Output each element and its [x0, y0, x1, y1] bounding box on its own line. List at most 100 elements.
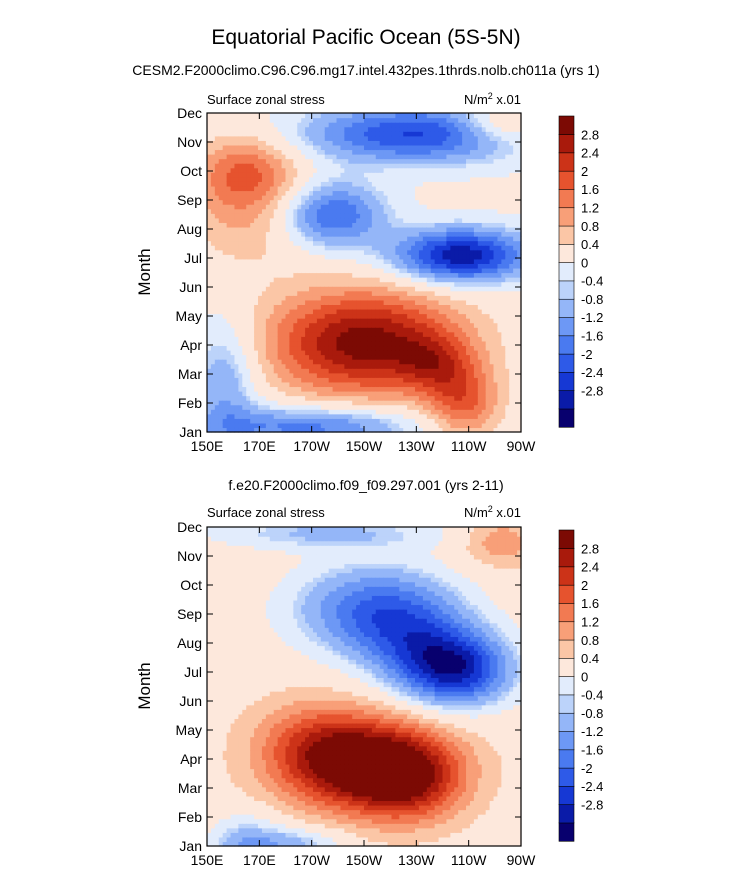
contour-cell [316, 390, 322, 397]
contour-cell [265, 413, 271, 419]
contour-cell [458, 322, 463, 328]
contour-cell [371, 308, 377, 315]
contour-cell [379, 409, 385, 415]
contour-cell [379, 308, 385, 315]
contour-cell [391, 327, 396, 333]
contour-cell [407, 377, 412, 383]
contour-cell [336, 236, 342, 242]
contour-cell [481, 304, 487, 310]
contour-cell [301, 422, 306, 429]
contour-cell [387, 135, 393, 141]
contour-cell [391, 377, 396, 383]
contour-cell [246, 345, 251, 351]
contour-cell [352, 400, 357, 406]
contour-cell [466, 354, 471, 360]
contour-cell [250, 377, 255, 383]
contour-cell [269, 354, 275, 360]
contour-cell [458, 167, 463, 173]
contour-cell [254, 336, 259, 342]
contour-cell [371, 172, 377, 178]
contour-cell [297, 144, 302, 151]
contour-cell [434, 413, 440, 419]
contour-cell [242, 117, 247, 123]
contour-cell [277, 263, 283, 269]
contour-cell [422, 231, 428, 237]
contour-cell [411, 413, 416, 419]
contour-cell [207, 386, 212, 392]
contour-cell [238, 308, 243, 315]
contour-cell [352, 199, 357, 205]
contour-cell [403, 331, 408, 337]
contour-cell [285, 158, 291, 164]
contour-cell [273, 140, 279, 146]
contour-cell [301, 313, 306, 319]
contour-cell [254, 418, 259, 424]
contour-cell [352, 185, 357, 192]
contour-cell [218, 149, 224, 155]
contour-cell [254, 400, 259, 406]
contour-cell [356, 190, 361, 196]
contour-cell [332, 318, 338, 324]
contour-cell [403, 272, 408, 278]
contour-cell [340, 331, 345, 337]
contour-cell [458, 349, 463, 356]
contour-cell [273, 290, 279, 296]
contour-cell [324, 340, 330, 347]
contour-cell [250, 372, 255, 378]
contour-cell [234, 277, 239, 283]
contour-cell [407, 113, 412, 119]
contour-cell [273, 363, 279, 369]
contour-cell [403, 163, 408, 169]
contour-cell [426, 422, 432, 429]
contour-cell [454, 172, 459, 178]
contour-cell [418, 213, 424, 219]
contour-cell [442, 217, 448, 223]
contour-cell [320, 404, 326, 410]
contour-cell [324, 281, 330, 287]
contour-cell [254, 354, 259, 360]
contour-cell [250, 213, 255, 219]
contour-cell [261, 372, 267, 378]
contour-cell [356, 117, 361, 123]
contour-cell [399, 185, 404, 192]
contour-cell [367, 381, 373, 388]
contour-cell [234, 249, 239, 255]
contour-cell [277, 390, 283, 397]
contour-cell [289, 135, 294, 141]
contour-cell [293, 318, 298, 324]
contour-cell [273, 390, 279, 397]
contour-cell [328, 418, 334, 424]
contour-cell [356, 167, 361, 173]
contour-cell [250, 349, 255, 356]
contour-cell [399, 354, 404, 360]
contour-cell [218, 404, 224, 410]
contour-cell [407, 422, 412, 429]
contour-cell [230, 149, 236, 155]
contour-cell [210, 427, 216, 433]
contour-cell [210, 336, 216, 342]
contour-cell [305, 390, 310, 397]
contour-cell [246, 381, 251, 388]
contour-cell [246, 217, 251, 223]
contour-cell [426, 390, 432, 397]
contour-cell [477, 204, 483, 210]
contour-cell [403, 204, 408, 210]
contour-cell [446, 163, 451, 169]
contour-cell [415, 295, 420, 301]
contour-cell [332, 154, 338, 160]
contour-cell [403, 281, 408, 287]
contour-cell [438, 254, 444, 260]
contour-cell [320, 409, 326, 415]
contour-cell [426, 245, 432, 251]
contour-cell [265, 117, 271, 123]
contour-cell [344, 135, 349, 141]
contour-cell [383, 263, 389, 269]
contour-cell [426, 117, 432, 123]
contour-cell [379, 386, 385, 392]
contour-cell [466, 409, 471, 415]
contour-cell [450, 222, 455, 228]
contour-cell [207, 359, 212, 365]
contour-cell [254, 304, 259, 310]
contour-cell [336, 272, 342, 278]
contour-cell [395, 267, 400, 274]
